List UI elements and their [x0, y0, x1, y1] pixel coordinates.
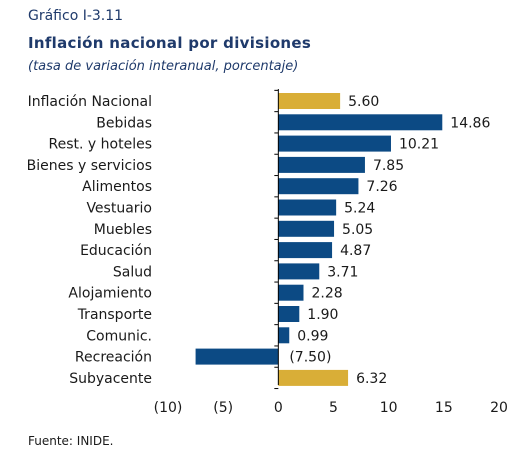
category-label: Rest. y hoteles — [49, 137, 152, 153]
category-label: Salud — [113, 264, 152, 280]
category-label: Vestuario — [86, 201, 152, 217]
value-label: 7.85 — [373, 158, 404, 174]
value-label: 5.05 — [342, 222, 373, 238]
value-label: 2.28 — [311, 286, 342, 302]
bar-7 — [278, 242, 333, 259]
value-label: 4.87 — [340, 243, 371, 259]
bar-11 — [278, 327, 290, 344]
x-tick-label: (5) — [213, 400, 233, 416]
value-label: 7.26 — [366, 179, 397, 195]
category-label: Alimentos — [82, 179, 152, 195]
x-tick-label: (10) — [154, 400, 183, 416]
chart-caption: Gráfico I-3.11 — [28, 8, 124, 24]
value-label: 3.71 — [327, 264, 358, 280]
value-label: 5.24 — [344, 201, 375, 217]
category-label: Inflación Nacional — [28, 94, 152, 110]
value-label: 5.60 — [348, 94, 379, 110]
bar-9 — [278, 284, 304, 301]
value-label: (7.50) — [289, 350, 331, 366]
value-label: 10.21 — [399, 137, 439, 153]
x-tick-label: 10 — [380, 400, 398, 416]
value-label: 0.99 — [297, 328, 328, 344]
x-tick-label: 0 — [274, 400, 283, 416]
category-label: Bebidas — [96, 115, 152, 131]
x-tick-label: 15 — [435, 400, 453, 416]
value-label: 6.32 — [356, 371, 387, 387]
bar-8 — [278, 263, 320, 280]
bar-5 — [278, 199, 337, 216]
bar-3 — [278, 156, 365, 173]
category-label: Subyacente — [69, 371, 152, 387]
bar-13 — [278, 369, 349, 386]
bar-1 — [278, 114, 443, 131]
x-tick-label: 5 — [329, 400, 338, 416]
category-label: Alojamiento — [68, 286, 152, 302]
x-tick-label: 20 — [490, 400, 508, 416]
category-label: Educación — [80, 243, 152, 259]
source-note: Fuente: INIDE. — [28, 434, 114, 448]
bar-2 — [278, 135, 391, 152]
category-label: Bienes y servicios — [27, 158, 152, 174]
category-label: Muebles — [94, 222, 152, 238]
category-label: Recreación — [75, 350, 152, 366]
bar-0 — [278, 93, 341, 109]
category-label: Comunic. — [86, 328, 152, 344]
bar-4 — [278, 178, 359, 195]
value-label: 1.90 — [307, 307, 338, 323]
bar-6 — [278, 220, 335, 237]
bar-10 — [278, 306, 300, 322]
chart-title: Inflación nacional por divisiones — [28, 34, 312, 52]
chart-subtitle: (tasa de variación interanual, porcentaj… — [28, 59, 299, 74]
bar-12 — [195, 348, 279, 365]
value-label: 14.86 — [450, 115, 490, 131]
category-label: Transporte — [77, 307, 152, 323]
